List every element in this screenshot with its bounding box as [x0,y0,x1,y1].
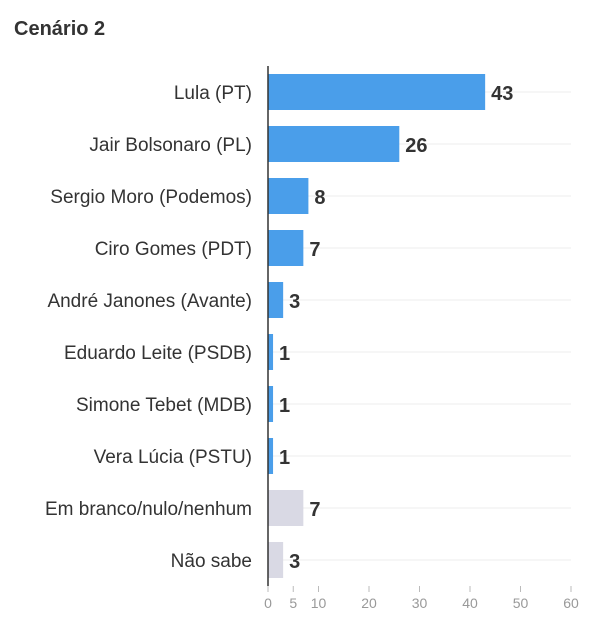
bar [268,126,400,162]
category-label: Ciro Gomes (PDT) [95,239,252,260]
value-label: 43 [491,83,513,105]
x-tick-label: 60 [563,595,579,611]
category-label: Jair Bolsonaro (PL) [89,135,252,156]
category-label: Simone Tebet (MDB) [76,395,252,416]
bar [268,178,309,214]
value-label: 26 [405,135,427,157]
x-tick-label: 10 [311,595,327,611]
category-label: Vera Lúcia (PSTU) [94,447,252,468]
category-label: Lula (PT) [174,83,252,104]
bar [268,282,284,318]
x-tick-label: 20 [361,595,377,611]
category-label: Não sabe [171,551,252,572]
value-label: 3 [289,291,300,313]
value-label: 1 [279,343,290,365]
value-label: 7 [309,239,320,261]
value-label: 1 [279,395,290,417]
bar [268,74,486,110]
value-label: 7 [309,499,320,521]
bar [268,386,274,422]
value-label: 1 [279,447,290,469]
category-label: Sergio Moro (Podemos) [50,187,252,208]
bar [268,334,274,370]
x-tick-label: 5 [289,595,297,611]
x-tick-label: 50 [513,595,529,611]
bar [268,438,274,474]
category-label: Eduardo Leite (PSDB) [64,343,252,364]
chart-title: Cenário 2 [14,18,106,40]
category-label: André Janones (Avante) [47,291,252,312]
value-label: 8 [314,187,325,209]
bar [268,230,304,266]
bar [268,490,304,526]
value-label: 3 [289,551,300,573]
x-tick-label: 0 [264,595,272,611]
category-label: Em branco/nulo/nenhum [45,499,252,520]
x-tick-label: 40 [462,595,478,611]
bar [268,542,284,578]
x-tick-label: 30 [412,595,428,611]
